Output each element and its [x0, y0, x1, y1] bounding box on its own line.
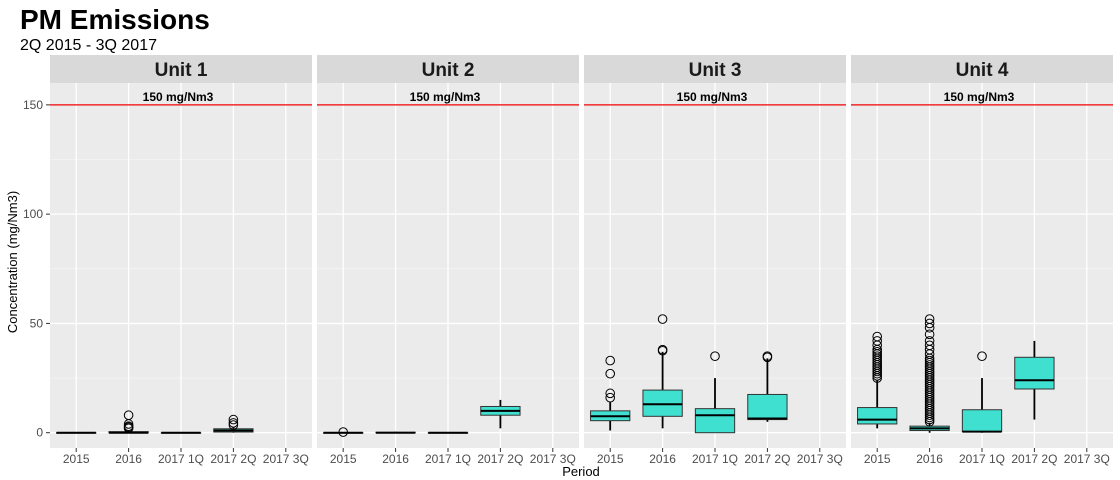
x-tick-label: 2017 1Q [158, 452, 204, 466]
box [961, 409, 1003, 433]
outlier-point [657, 344, 668, 355]
outlier-point [924, 360, 935, 370]
x-tick-label: 2015 [330, 452, 357, 466]
x-tick-label: 2017 1Q [959, 452, 1005, 466]
x-tick-label: 2016 [382, 452, 409, 466]
outlier-point [762, 351, 773, 362]
x-tick-label: 2017 1Q [425, 452, 471, 466]
facet-strip [50, 55, 312, 83]
outlier-point [924, 318, 935, 329]
box [642, 389, 683, 417]
outlier-point [605, 388, 616, 399]
box-plot [160, 431, 202, 434]
box-plot [857, 331, 898, 429]
box [694, 408, 736, 434]
outlier-point [924, 336, 935, 346]
x-tick-label: 2016 [916, 452, 943, 466]
facet-strip [317, 55, 579, 83]
facet-strip-label: Unit 1 [155, 60, 208, 81]
outlier-point [872, 347, 883, 357]
x-tick-label: 2016 [115, 452, 142, 466]
facet-panel: Unit 1 150 mg/Nm3 2015 2016 2017 1Q 2017 2Q 20… [50, 55, 312, 466]
outlier-point [605, 368, 616, 379]
outlier-point [228, 420, 239, 430]
facet-strip-label: Unit 3 [689, 60, 742, 81]
box-plot [642, 314, 683, 429]
y-tick-label: 150 [23, 98, 43, 112]
box-plot [56, 431, 97, 434]
box-plot [108, 410, 149, 434]
box-plot [375, 431, 416, 434]
x-tick-label: 2017 2Q [477, 452, 523, 466]
outlier-point [924, 355, 935, 366]
facet-strip [584, 55, 846, 83]
x-tick-label: 2015 [864, 452, 891, 466]
x-tick-label: 2017 2Q [1011, 452, 1057, 466]
outlier-point [872, 336, 883, 346]
reference-line-label: 150 mg/Nm3 [410, 90, 481, 104]
x-tick-label: 2017 1Q [692, 452, 738, 466]
box [857, 407, 898, 425]
outlier-point [924, 340, 935, 351]
box [1014, 356, 1055, 390]
box-plot [961, 351, 1003, 433]
box-plot [694, 351, 736, 434]
reference-line-label: 150 mg/Nm3 [677, 90, 748, 104]
outlier-point [338, 427, 349, 437]
box-plot [909, 314, 950, 433]
facet-strip [851, 55, 1113, 83]
chart-title: PM Emissions [20, 4, 210, 35]
facet-strip-label: Unit 2 [422, 60, 475, 81]
box-plot [213, 414, 254, 433]
chart-subtitle: 2Q 2015 - 3Q 2017 [20, 37, 157, 54]
outlier-point [123, 410, 134, 421]
y-tick-label: 0 [36, 426, 43, 440]
facet-panel: Unit 2 150 mg/Nm3 2015 2016 2017 1Q 2017 2Q 20… [317, 55, 579, 466]
y-axis: 0 50 100 150 [23, 98, 50, 440]
y-tick-label: 50 [30, 316, 44, 330]
box [747, 393, 788, 421]
outlier-point [924, 329, 935, 340]
x-tick-label: 2017 2Q [210, 452, 256, 466]
y-axis-title: Concentration (mg/Nm3) [5, 191, 20, 333]
box-plot [747, 351, 788, 422]
x-tick-label: 2017 3Q [1064, 452, 1110, 466]
outlier-point [924, 314, 935, 324]
box-plot [323, 427, 364, 437]
outlier-point [657, 314, 668, 324]
x-tick-label: 2016 [649, 452, 676, 466]
x-tick-label: 2015 [597, 452, 624, 466]
outlier-point [228, 414, 239, 425]
outlier-point [872, 331, 883, 342]
y-tick-label: 100 [23, 207, 43, 221]
reference-line-label: 150 mg/Nm3 [143, 90, 214, 104]
facet-panel: Unit 4 150 mg/Nm3 2015 2016 2017 1Q 2017 2Q 20… [851, 55, 1113, 466]
x-tick-label: 2017 3Q [797, 452, 843, 466]
box-plot [480, 399, 521, 429]
outlier-point [228, 418, 239, 428]
outlier-point [710, 351, 720, 362]
facet-panels: Unit 1 150 mg/Nm3 2015 2016 2017 1Q 2017 2Q 20… [50, 55, 1113, 466]
outlier-point [605, 392, 616, 403]
box-plot [427, 431, 469, 434]
facet-panel: Unit 3 150 mg/Nm3 2015 2016 2017 1Q 2017 2Q 20… [584, 55, 846, 466]
reference-line-label: 150 mg/Nm3 [944, 90, 1015, 104]
box-plot [1014, 340, 1055, 420]
box-plot [590, 355, 631, 431]
x-tick-label: 2017 3Q [530, 452, 576, 466]
outlier-point [123, 421, 134, 431]
x-tick-label: 2017 2Q [744, 452, 790, 466]
facet-strip-label: Unit 4 [956, 60, 1009, 81]
x-tick-label: 2017 3Q [263, 452, 309, 466]
outlier-point [977, 351, 987, 362]
outlier-point [872, 351, 883, 362]
outlier-point [605, 355, 616, 366]
x-tick-label: 2015 [63, 452, 90, 466]
x-axis-title: Period [562, 464, 600, 479]
